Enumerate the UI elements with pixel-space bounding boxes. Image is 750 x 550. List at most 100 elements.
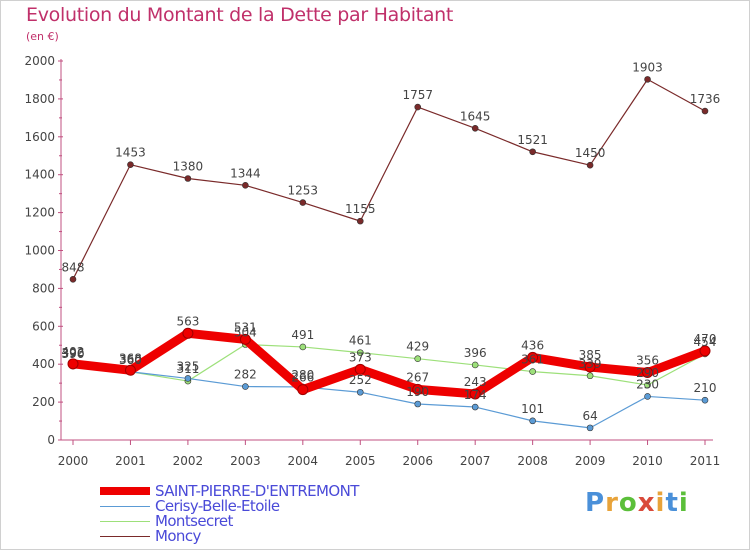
data-point <box>184 375 192 382</box>
x-tick-label: 2000 <box>58 454 89 468</box>
y-tick-label: 800 <box>32 281 55 295</box>
data-point <box>414 103 422 111</box>
data-point <box>356 349 364 356</box>
data-point <box>356 388 364 396</box>
data-point <box>469 388 481 400</box>
data-point <box>127 161 134 168</box>
data-label: 64 <box>582 409 597 423</box>
x-tick-label: 2001 <box>115 454 146 468</box>
y-tick-label: 600 <box>32 319 55 333</box>
data-label: 190 <box>406 385 429 399</box>
series-line-3 <box>72 78 706 280</box>
data-label: 252 <box>349 373 372 387</box>
data-label: 210 <box>694 381 717 395</box>
series-line-0 <box>68 328 710 399</box>
data-label: 470 <box>694 332 717 346</box>
data-point <box>644 393 651 400</box>
data-point <box>414 400 422 408</box>
data-point <box>471 361 479 369</box>
data-label: 1645 <box>460 109 491 123</box>
x-tick-label: 2007 <box>460 454 491 468</box>
data-point <box>586 372 594 380</box>
proxiti-logo: Proxiti <box>585 488 689 518</box>
data-point <box>529 368 536 375</box>
logo-letter: x <box>637 488 656 518</box>
data-label: 396 <box>62 346 85 360</box>
data-label: 230 <box>636 377 659 391</box>
logo-letter: o <box>618 488 638 518</box>
data-label: 1344 <box>230 166 261 180</box>
legend-item: Moncy <box>100 527 400 545</box>
y-tick-label: 0 <box>47 433 55 447</box>
data-label: 361 <box>521 353 544 367</box>
data-label: 461 <box>349 334 372 348</box>
data-point <box>529 417 536 425</box>
data-label: 385 <box>579 348 602 362</box>
data-label: 390 <box>62 347 85 361</box>
legend-label: Cerisy-Belle-Etoile <box>155 497 280 515</box>
data-label: 266 <box>291 371 314 385</box>
legend: SAINT-PIERRE-D'ENTREMONT Cerisy-Belle-Et… <box>100 482 400 545</box>
data-point <box>299 199 307 206</box>
legend-label: Moncy <box>155 527 201 545</box>
data-label: 282 <box>234 368 257 382</box>
data-label: 848 <box>62 260 85 274</box>
data-point <box>699 345 711 357</box>
legend-swatch-montsecret <box>100 521 150 522</box>
data-point <box>242 182 249 189</box>
y-tick-label: 1000 <box>24 244 55 258</box>
x-tick-label: 2010 <box>632 454 663 468</box>
data-label: 531 <box>234 320 257 334</box>
data-point <box>471 124 479 132</box>
data-point <box>586 161 594 169</box>
legend-swatch-moncy <box>100 536 150 537</box>
data-point <box>69 276 77 283</box>
x-tick-label: 2008 <box>517 454 548 468</box>
logo-letter: i <box>678 488 689 518</box>
data-label: 436 <box>521 338 544 352</box>
data-point <box>701 396 709 404</box>
legend-swatch-saint-pierre <box>100 487 150 495</box>
data-label: 402 <box>62 345 85 359</box>
data-label: 504 <box>234 325 257 339</box>
chart-title: Evolution du Montant de la Dette par Hab… <box>26 4 454 26</box>
logo-letter: i <box>655 488 666 518</box>
data-point <box>586 424 594 432</box>
y-tick-label: 400 <box>32 357 55 371</box>
data-label: 360 <box>119 353 142 367</box>
data-label: 1453 <box>115 146 146 160</box>
data-label: 290 <box>636 366 659 380</box>
data-point <box>642 367 654 379</box>
x-tick-label: 2006 <box>402 454 433 468</box>
data-label: 1736 <box>690 92 721 106</box>
x-tick-label: 2003 <box>230 454 261 468</box>
data-label: 563 <box>176 314 199 328</box>
data-label: 1155 <box>345 202 376 216</box>
data-point <box>584 361 596 373</box>
data-label: 1450 <box>575 146 606 160</box>
data-label: 1757 <box>402 88 433 102</box>
data-label: 396 <box>464 346 487 360</box>
data-point <box>356 217 364 225</box>
legend-swatch-cerisy <box>100 506 150 507</box>
data-label: 267 <box>406 370 429 384</box>
data-label: 339 <box>579 357 602 371</box>
data-point <box>297 384 309 396</box>
data-point <box>644 381 651 389</box>
y-tick-label: 2000 <box>24 54 55 68</box>
data-label: 454 <box>694 335 717 349</box>
data-label: 373 <box>349 350 372 364</box>
data-label: 101 <box>521 402 544 416</box>
data-point <box>471 403 479 411</box>
logo-letter: P <box>585 488 606 518</box>
data-label: 429 <box>406 340 429 354</box>
data-label: 1521 <box>517 133 548 147</box>
legend-label: Montsecret <box>155 512 233 530</box>
data-point <box>644 76 651 83</box>
data-point <box>354 363 366 375</box>
data-label: 1253 <box>288 184 319 198</box>
data-point <box>412 383 424 395</box>
data-label: 356 <box>636 354 659 368</box>
